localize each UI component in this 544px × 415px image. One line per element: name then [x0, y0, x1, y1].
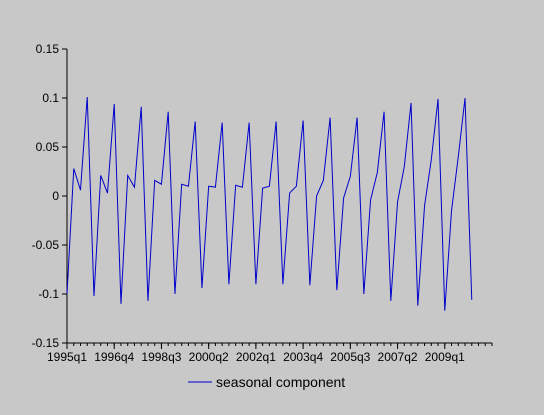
- x-tick-label: 2003q4: [283, 350, 323, 364]
- y-tick-label: -0.05: [32, 238, 60, 252]
- x-tick-label: 1998q3: [141, 350, 181, 364]
- legend: seasonal component: [188, 374, 345, 390]
- y-tick-label: -0.15: [32, 336, 60, 350]
- x-tick-label: 2000q2: [189, 350, 229, 364]
- x-tick-label: 2005q3: [330, 350, 370, 364]
- series-line-seasonal-component: [66, 96, 473, 311]
- y-tick-label: -0.1: [38, 287, 59, 301]
- x-tick-label: 1996q4: [94, 350, 134, 364]
- y-tick-label: 0.1: [42, 91, 59, 105]
- legend-label-seasonal-component: seasonal component: [216, 374, 345, 390]
- y-tick-label: 0.05: [36, 140, 60, 154]
- y-axis: -0.15 -0.1 -0.05 0 0.05 0.1 0.15: [32, 42, 68, 350]
- x-axis: 1995q1 1996q4 1998q3 2000q2 2002q1 2003q4 2005…: [47, 342, 493, 364]
- y-tick-label: 0.15: [36, 42, 60, 56]
- x-tick-label: 1995q1: [47, 350, 87, 364]
- plot-area: [66, 96, 473, 311]
- x-tick-label: 2007q2: [378, 350, 418, 364]
- x-tick-label: 2002q1: [236, 350, 276, 364]
- y-tick-label: 0: [52, 189, 59, 203]
- x-tick-label: 2009q1: [425, 350, 465, 364]
